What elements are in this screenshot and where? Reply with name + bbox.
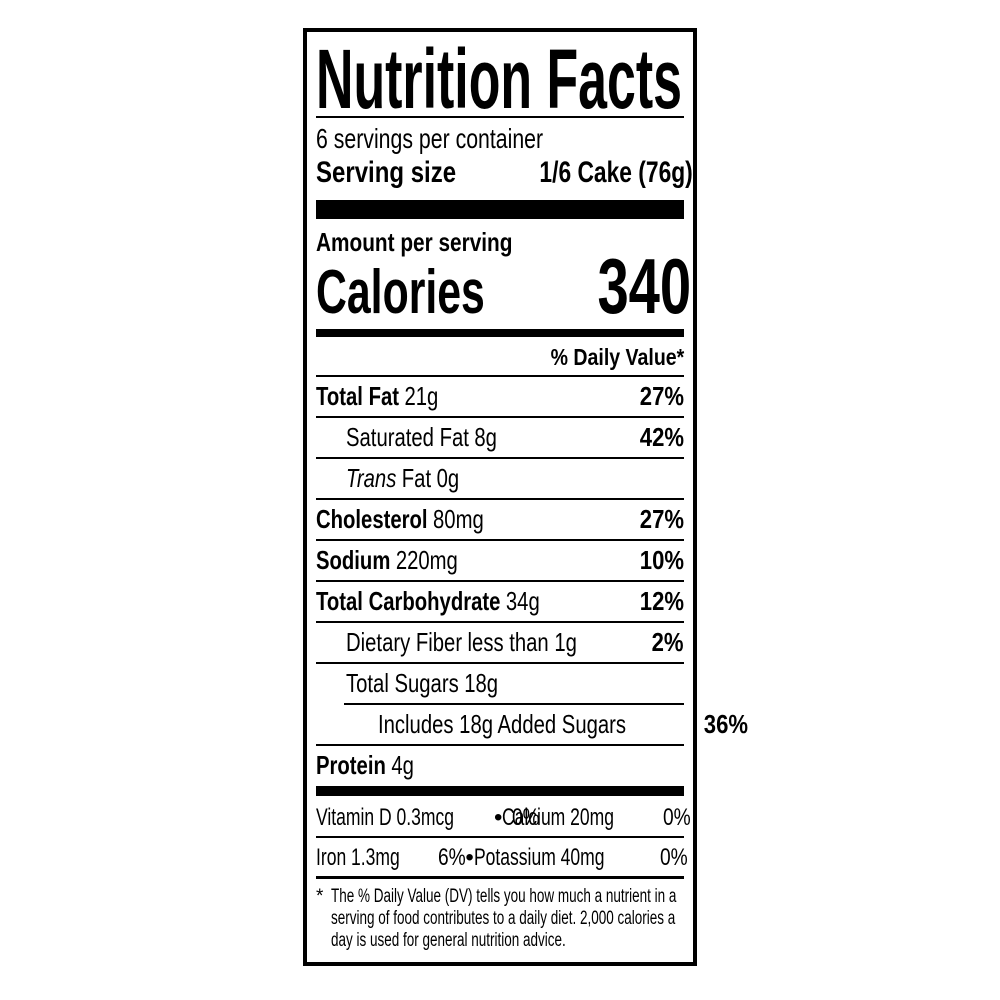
micronutrient-dv: 0% [659, 844, 688, 871]
micronutrient-name: Potassium 40mg [473, 844, 605, 871]
footnote-asterisk: * [316, 886, 324, 907]
nutrition-facts-label: Nutrition Facts 6 servings per container… [303, 28, 748, 966]
serving-size-row: Serving size 1/6 Cake (76g) [316, 155, 693, 190]
nutrient-row-protein: Protein 4g [316, 746, 684, 785]
nutrient-dv: 2% [652, 627, 684, 657]
nutrient-name: Dietary Fiber [346, 627, 463, 657]
serving-size-label: Serving size [316, 156, 457, 189]
thick-separator-bar [316, 200, 684, 219]
micronutrient-dv: 6% [437, 844, 466, 871]
calories-value: 340 [597, 242, 691, 330]
micronutrient-row-2: Iron 1.3mg 6% • Potassium 40mg 0% [316, 838, 687, 876]
footnote: * The % Daily Value (DV) tells you how m… [316, 879, 684, 954]
nutrient-row-saturated-fat: Saturated Fat 8g 42% [316, 418, 684, 459]
daily-value-header: % Daily Value* [316, 337, 684, 377]
nutrient-row-added-sugars: Includes 18g Added Sugars 36% [316, 705, 748, 746]
nutrient-row-trans-fat: Trans Fat 0g [316, 459, 684, 500]
micronutrient-name: Iron 1.3mg [316, 844, 400, 871]
nutrient-row-dietary-fiber: Dietary Fiber less than 1g 2% [316, 623, 684, 664]
nutrient-row-cholesterol: Cholesterol 80mg 27% [316, 500, 684, 541]
nutrient-amount: less than 1g [467, 627, 577, 657]
nutrient-row-total-carbohydrate: Total Carbohydrate 34g 12% [316, 582, 684, 623]
nutrient-row-total-sugars: Total Sugars 18g [316, 664, 684, 703]
footnote-divider [316, 876, 684, 879]
micronutrient-name: Calcium 20mg [502, 804, 615, 831]
bullet-icon: • [494, 804, 503, 831]
page-title: Nutrition Facts [316, 42, 682, 116]
nutrient-amount: 8g [474, 422, 497, 452]
nutrient-dv: 42% [639, 422, 684, 452]
nutrient-name: Total Carbohydrate [316, 586, 501, 616]
medium-separator-bar [316, 329, 684, 337]
protein-separator-bar [316, 786, 684, 796]
nutrient-name: Saturated Fat [346, 422, 469, 452]
calories-row: Calories 340 [316, 247, 691, 327]
nutrient-name-italic: Trans [346, 463, 397, 493]
nutrient-dv: 36% [703, 709, 749, 739]
nutrient-row-sodium: Sodium 220mg 10% [316, 541, 684, 582]
nutrient-name: Total Sugars [346, 668, 459, 698]
micronutrient-row-1: Vitamin D 0.3mcg 0% • Calcium 20mg 0% [316, 798, 690, 838]
nutrient-amount: 34g [505, 586, 540, 616]
nutrient-name: Includes 18g Added Sugars [378, 709, 627, 739]
bullet-icon: • [465, 844, 474, 871]
nutrient-amount: 0g [436, 463, 460, 493]
nutrient-name: Sodium [316, 545, 391, 575]
nutrient-row-total-fat: Total Fat 21g 27% [316, 377, 684, 418]
title-divider [316, 116, 684, 118]
nutrient-amount: 21g [404, 381, 439, 411]
nutrient-dv: 10% [639, 545, 684, 575]
nutrient-name: Cholesterol [316, 504, 428, 534]
footnote-text: The % Daily Value (DV) tells you how muc… [331, 886, 677, 951]
micronutrient-dv: 0% [662, 804, 691, 831]
title-graphic: Nutrition Facts [316, 42, 682, 116]
nutrient-name: Total Fat [316, 381, 399, 411]
nutrient-name: Protein [316, 750, 386, 780]
calories-label: Calories [316, 258, 485, 327]
servings-per-container: 6 servings per container [316, 123, 544, 154]
nutrient-amount: 4g [391, 750, 414, 780]
indented-divider [344, 703, 684, 705]
nutrient-name: Fat [401, 463, 432, 493]
serving-size-value: 1/6 Cake (76g) [539, 156, 693, 189]
nutrient-dv: 27% [639, 381, 684, 411]
nutrient-amount: 18g [464, 668, 499, 698]
nutrient-amount: 80mg [433, 504, 484, 534]
nutrient-dv: 27% [639, 504, 684, 534]
nutrient-amount: 220mg [395, 545, 458, 575]
amount-per-serving: Amount per serving [316, 227, 513, 257]
nutrient-dv: 12% [639, 586, 684, 616]
micronutrient-name: Vitamin D 0.3mcg [316, 804, 454, 831]
micronutrient-dv: 0% [511, 804, 540, 831]
